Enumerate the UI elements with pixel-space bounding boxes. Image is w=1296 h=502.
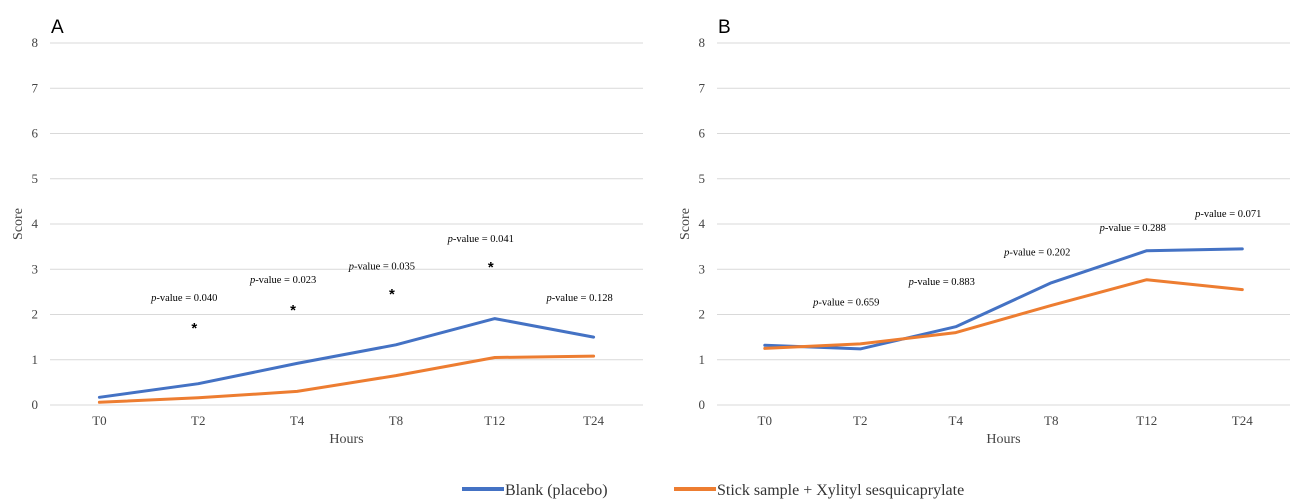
p-symbol: p: [908, 277, 914, 288]
y-tick-label: 6: [32, 126, 39, 141]
significance-star: *: [290, 302, 296, 319]
p-value-text: -value = 0.023: [255, 275, 316, 286]
p-value-text: -value = 0.035: [354, 261, 415, 272]
significance-star: *: [488, 259, 494, 276]
p-symbol: p: [1194, 209, 1200, 220]
y-tick-label: 7: [699, 80, 706, 95]
x-tick-label: T2: [853, 413, 867, 428]
p-value-text: -value = 0.883: [914, 277, 975, 288]
p-value-annotation: p-value = 0.883: [908, 277, 975, 288]
p-value-text: -value = 0.659: [818, 297, 879, 308]
y-tick-label: 3: [32, 261, 39, 276]
y-axis-title: Score: [678, 208, 693, 240]
x-tick-label: T0: [92, 413, 106, 428]
series-line-blank-placebo: [763, 247, 1244, 351]
p-symbol: p: [812, 297, 818, 308]
p-value-text: -value = 0.128: [552, 293, 613, 304]
p-value-annotation: p-value = 0.659: [812, 297, 879, 308]
x-tick-label: T24: [1232, 413, 1253, 428]
p-value-annotation: p-value = 0.023: [249, 275, 316, 286]
x-tick-label: T12: [1136, 413, 1157, 428]
p-symbol: p: [447, 234, 453, 245]
p-value-text: -value = 0.288: [1105, 223, 1166, 234]
p-symbol: p: [249, 275, 255, 286]
x-tick-label: T8: [389, 413, 403, 428]
x-axis-title: Hours: [986, 432, 1020, 447]
series-line-stick-sample: [97, 354, 596, 404]
x-tick-label: T2: [191, 413, 205, 428]
y-tick-label: 2: [32, 307, 39, 322]
p-symbol: p: [150, 293, 156, 304]
x-tick-label: T24: [583, 413, 604, 428]
y-tick-label: 8: [32, 35, 39, 50]
y-tick-label: 1: [32, 352, 39, 367]
y-tick-label: 8: [699, 35, 706, 50]
p-symbol: p: [348, 261, 354, 272]
x-tick-label: T4: [290, 413, 305, 428]
y-tick-label: 5: [32, 171, 39, 186]
y-tick-label: 2: [699, 307, 706, 322]
x-tick-label: T8: [1044, 413, 1058, 428]
series-line-blank-placebo: [97, 317, 596, 399]
y-tick-label: 6: [699, 126, 706, 141]
p-value-text: -value = 0.202: [1009, 248, 1070, 259]
y-tick-label: 4: [699, 216, 706, 231]
p-value-annotation: p-value = 0.071: [1194, 209, 1261, 220]
p-value-annotation: p-value = 0.128: [545, 293, 612, 304]
y-tick-label: 3: [699, 261, 706, 276]
p-symbol: p: [1099, 223, 1105, 234]
y-tick-label: 5: [699, 171, 706, 186]
y-tick-label: 0: [699, 397, 706, 412]
y-tick-label: 1: [699, 352, 706, 367]
series-line-stick-sample: [763, 278, 1244, 350]
y-axis-title: Score: [11, 208, 26, 240]
significance-star: *: [191, 320, 197, 337]
legend-label: Stick sample + Xylityl sesquicaprylate: [717, 482, 964, 499]
p-value-annotation: p-value = 0.041: [447, 234, 514, 245]
legend: Blank (placebo) Stick sample + Xylityl se…: [462, 482, 964, 499]
p-value-annotation: p-value = 0.202: [1003, 248, 1070, 259]
y-tick-label: 4: [32, 216, 39, 231]
panel-label: A: [51, 17, 64, 38]
legend-label: Blank (placebo): [505, 482, 608, 499]
x-tick-label: T12: [484, 413, 505, 428]
p-value-annotation: p-value = 0.040: [150, 293, 217, 304]
p-value-annotation: p-value = 0.035: [348, 261, 415, 272]
panel-label: B: [718, 17, 731, 38]
y-tick-label: 7: [32, 80, 39, 95]
x-tick-label: T0: [758, 413, 772, 428]
x-tick-label: T4: [949, 413, 964, 428]
p-value-text: -value = 0.040: [156, 293, 217, 304]
x-axis-title: Hours: [329, 432, 363, 447]
y-tick-label: 0: [32, 397, 39, 412]
p-value-text: -value = 0.041: [453, 234, 514, 245]
p-value-text: -value = 0.071: [1200, 209, 1261, 220]
p-symbol: p: [1003, 248, 1009, 259]
p-symbol: p: [545, 293, 551, 304]
p-value-annotation: p-value = 0.288: [1099, 223, 1166, 234]
significance-star: *: [389, 286, 395, 303]
